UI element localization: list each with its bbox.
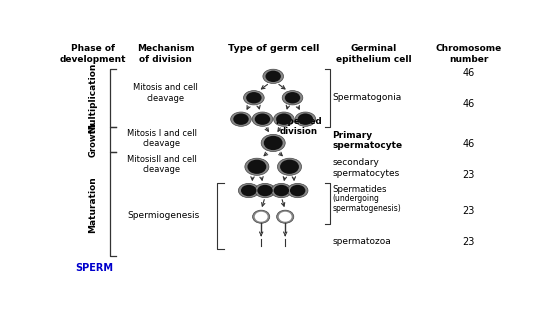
- Text: 23: 23: [463, 170, 475, 180]
- Text: Chromosome
number: Chromosome number: [435, 44, 502, 64]
- Ellipse shape: [230, 112, 252, 126]
- Ellipse shape: [238, 184, 259, 198]
- Ellipse shape: [288, 184, 308, 198]
- Ellipse shape: [278, 158, 301, 175]
- Text: 46: 46: [463, 68, 475, 78]
- Text: secondary
spermatocytes: secondary spermatocytes: [332, 158, 399, 178]
- Ellipse shape: [255, 184, 275, 198]
- Ellipse shape: [252, 112, 273, 126]
- Text: 46: 46: [463, 99, 475, 109]
- Ellipse shape: [255, 113, 270, 125]
- Text: 46: 46: [463, 139, 475, 149]
- Ellipse shape: [282, 91, 303, 105]
- Text: Multiplication: Multiplication: [89, 62, 98, 133]
- Text: Primary
spermatocyte: Primary spermatocyte: [332, 131, 403, 150]
- Ellipse shape: [253, 210, 270, 223]
- Text: 23: 23: [463, 206, 475, 216]
- Ellipse shape: [297, 113, 313, 125]
- Ellipse shape: [279, 212, 291, 222]
- Ellipse shape: [295, 112, 316, 126]
- Text: MitosisII and cell
cleavage: MitosisII and cell cleavage: [127, 155, 197, 174]
- Ellipse shape: [276, 210, 294, 223]
- Text: Phase of
development: Phase of development: [60, 44, 126, 64]
- Ellipse shape: [244, 91, 264, 105]
- Ellipse shape: [241, 185, 257, 196]
- Text: Mitosis and cell
cleavage: Mitosis and cell cleavage: [134, 83, 198, 103]
- Ellipse shape: [263, 69, 284, 83]
- Text: Spermatides: Spermatides: [332, 185, 387, 194]
- Ellipse shape: [290, 185, 305, 196]
- Ellipse shape: [265, 71, 281, 82]
- Text: Mitosis I and cell
cleavage: Mitosis I and cell cleavage: [126, 129, 197, 148]
- Ellipse shape: [245, 158, 269, 175]
- Ellipse shape: [285, 92, 300, 104]
- Ellipse shape: [248, 160, 266, 174]
- Ellipse shape: [276, 113, 291, 125]
- Text: Maturation: Maturation: [89, 176, 98, 233]
- Ellipse shape: [274, 112, 294, 126]
- Text: (undergoing
spermatogenesis): (undergoing spermatogenesis): [332, 194, 401, 213]
- Ellipse shape: [233, 113, 249, 125]
- Text: Spermatogonia: Spermatogonia: [332, 93, 402, 102]
- Text: Repeated
division: Repeated division: [276, 116, 322, 136]
- Text: SPERM: SPERM: [76, 263, 114, 273]
- Ellipse shape: [271, 184, 291, 198]
- Text: spermatozoa: spermatozoa: [332, 237, 391, 246]
- Text: Growth: Growth: [89, 122, 98, 157]
- Text: Germinal
epithelium cell: Germinal epithelium cell: [336, 44, 412, 64]
- Ellipse shape: [274, 185, 289, 196]
- Ellipse shape: [264, 136, 283, 150]
- Ellipse shape: [246, 92, 261, 104]
- Ellipse shape: [255, 212, 268, 222]
- Ellipse shape: [280, 160, 299, 174]
- Ellipse shape: [261, 134, 285, 151]
- Text: Spermiogenesis: Spermiogenesis: [127, 211, 200, 220]
- Text: 23: 23: [463, 237, 475, 247]
- Text: Mechanism
of division: Mechanism of division: [137, 44, 194, 64]
- Text: Type of germ cell: Type of germ cell: [228, 44, 319, 53]
- Ellipse shape: [257, 185, 273, 196]
